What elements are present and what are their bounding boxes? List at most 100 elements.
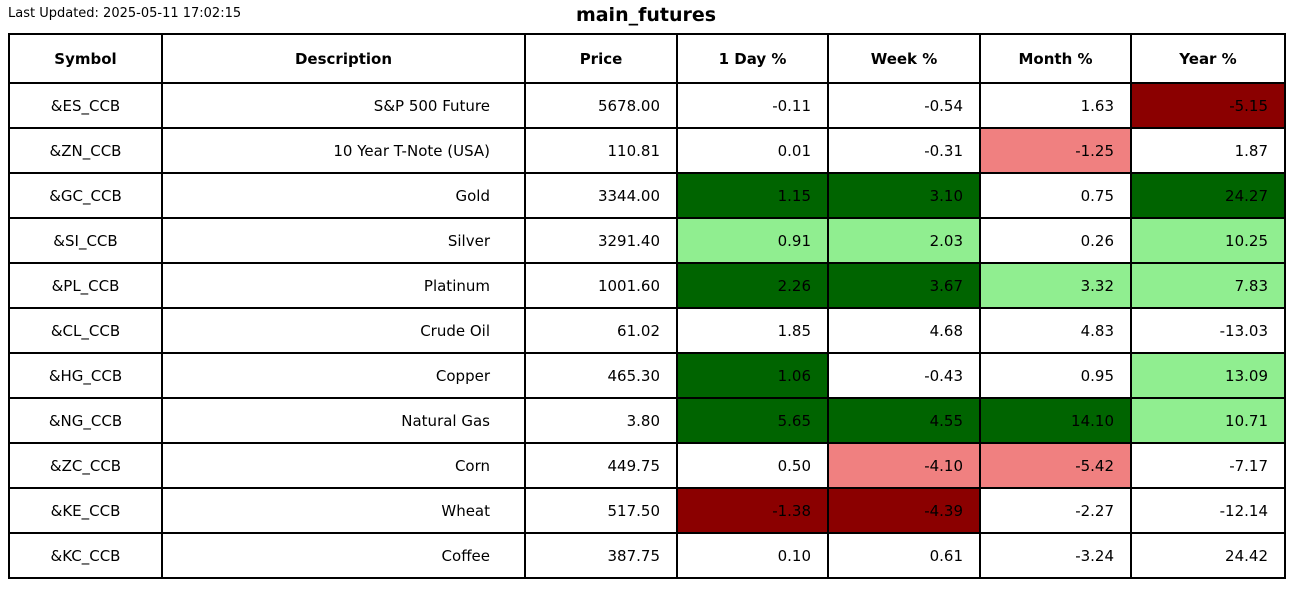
table-row: &ZC_CCB Corn 449.75 0.50 -4.10 -5.42 -7.…: [8, 442, 1286, 489]
price-cell: 110.81: [524, 127, 678, 174]
day-pct-cell: 2.26: [676, 262, 829, 309]
week-pct-cell: 4.68: [827, 307, 981, 354]
week-pct-cell: 2.03: [827, 217, 981, 264]
symbol-cell: &KC_CCB: [8, 532, 163, 579]
symbol-cell: &GC_CCB: [8, 172, 163, 219]
description-cell: Crude Oil: [161, 307, 526, 354]
month-pct-cell: -1.25: [979, 127, 1132, 174]
table-row: &KE_CCB Wheat 517.50 -1.38 -4.39 -2.27 -…: [8, 487, 1286, 534]
table-row: &HG_CCB Copper 465.30 1.06 -0.43 0.95 13…: [8, 352, 1286, 399]
col-header-month-pct: Month %: [979, 33, 1132, 84]
day-pct-cell: -0.11: [676, 82, 829, 129]
price-cell: 517.50: [524, 487, 678, 534]
year-pct-cell: -7.17: [1130, 442, 1286, 489]
year-pct-cell: 24.27: [1130, 172, 1286, 219]
description-cell: Coffee: [161, 532, 526, 579]
price-cell: 465.30: [524, 352, 678, 399]
month-pct-cell: -3.24: [979, 532, 1132, 579]
price-cell: 3.80: [524, 397, 678, 444]
week-pct-cell: -0.31: [827, 127, 981, 174]
price-cell: 5678.00: [524, 82, 678, 129]
description-cell: Wheat: [161, 487, 526, 534]
day-pct-cell: -1.38: [676, 487, 829, 534]
day-pct-cell: 1.15: [676, 172, 829, 219]
description-cell: Silver: [161, 217, 526, 264]
symbol-cell: &HG_CCB: [8, 352, 163, 399]
col-header-week-pct: Week %: [827, 33, 981, 84]
year-pct-cell: 13.09: [1130, 352, 1286, 399]
year-pct-cell: 7.83: [1130, 262, 1286, 309]
symbol-cell: &ES_CCB: [8, 82, 163, 129]
month-pct-cell: 1.63: [979, 82, 1132, 129]
col-header-year-pct: Year %: [1130, 33, 1286, 84]
col-header-price: Price: [524, 33, 678, 84]
page-title: main_futures: [575, 4, 717, 26]
table-row: &ES_CCB S&P 500 Future 5678.00 -0.11 -0.…: [8, 82, 1286, 129]
table-row: &PL_CCB Platinum 1001.60 2.26 3.67 3.32 …: [8, 262, 1286, 309]
month-pct-cell: -2.27: [979, 487, 1132, 534]
table-row: &CL_CCB Crude Oil 61.02 1.85 4.68 4.83 -…: [8, 307, 1286, 354]
last-updated-label: Last Updated: 2025-05-11 17:02:15: [8, 6, 242, 21]
year-pct-cell: -13.03: [1130, 307, 1286, 354]
description-cell: S&P 500 Future: [161, 82, 526, 129]
month-pct-cell: -5.42: [979, 442, 1132, 489]
description-cell: Copper: [161, 352, 526, 399]
symbol-cell: &NG_CCB: [8, 397, 163, 444]
day-pct-cell: 1.06: [676, 352, 829, 399]
month-pct-cell: 0.26: [979, 217, 1132, 264]
week-pct-cell: 4.55: [827, 397, 981, 444]
futures-table: Symbol Description Price 1 Day % Week % …: [8, 33, 1286, 579]
symbol-cell: &PL_CCB: [8, 262, 163, 309]
month-pct-cell: 4.83: [979, 307, 1132, 354]
week-pct-cell: -4.10: [827, 442, 981, 489]
col-header-day-pct: 1 Day %: [676, 33, 829, 84]
table-row: &NG_CCB Natural Gas 3.80 5.65 4.55 14.10…: [8, 397, 1286, 444]
description-cell: Corn: [161, 442, 526, 489]
page-header: Last Updated: 2025-05-11 17:02:15 main_f…: [0, 0, 1292, 33]
symbol-cell: &KE_CCB: [8, 487, 163, 534]
week-pct-cell: 3.67: [827, 262, 981, 309]
table-row: &GC_CCB Gold 3344.00 1.15 3.10 0.75 24.2…: [8, 172, 1286, 219]
year-pct-cell: 10.71: [1130, 397, 1286, 444]
week-pct-cell: -4.39: [827, 487, 981, 534]
year-pct-cell: 10.25: [1130, 217, 1286, 264]
week-pct-cell: -0.54: [827, 82, 981, 129]
price-cell: 1001.60: [524, 262, 678, 309]
description-cell: Platinum: [161, 262, 526, 309]
price-cell: 3291.40: [524, 217, 678, 264]
month-pct-cell: 0.75: [979, 172, 1132, 219]
table-row: &ZN_CCB 10 Year T-Note (USA) 110.81 0.01…: [8, 127, 1286, 174]
symbol-cell: &ZN_CCB: [8, 127, 163, 174]
month-pct-cell: 0.95: [979, 352, 1132, 399]
month-pct-cell: 3.32: [979, 262, 1132, 309]
description-cell: 10 Year T-Note (USA): [161, 127, 526, 174]
week-pct-cell: -0.43: [827, 352, 981, 399]
symbol-cell: &CL_CCB: [8, 307, 163, 354]
symbol-cell: &ZC_CCB: [8, 442, 163, 489]
col-header-symbol: Symbol: [8, 33, 163, 84]
price-cell: 61.02: [524, 307, 678, 354]
week-pct-cell: 3.10: [827, 172, 981, 219]
description-cell: Gold: [161, 172, 526, 219]
price-cell: 3344.00: [524, 172, 678, 219]
col-header-description: Description: [161, 33, 526, 84]
year-pct-cell: -12.14: [1130, 487, 1286, 534]
year-pct-cell: 24.42: [1130, 532, 1286, 579]
week-pct-cell: 0.61: [827, 532, 981, 579]
month-pct-cell: 14.10: [979, 397, 1132, 444]
table-row: &SI_CCB Silver 3291.40 0.91 2.03 0.26 10…: [8, 217, 1286, 264]
day-pct-cell: 0.01: [676, 127, 829, 174]
day-pct-cell: 0.50: [676, 442, 829, 489]
price-cell: 449.75: [524, 442, 678, 489]
header-row: Symbol Description Price 1 Day % Week % …: [8, 33, 1286, 84]
table-row: &KC_CCB Coffee 387.75 0.10 0.61 -3.24 24…: [8, 532, 1286, 579]
year-pct-cell: -5.15: [1130, 82, 1286, 129]
description-cell: Natural Gas: [161, 397, 526, 444]
year-pct-cell: 1.87: [1130, 127, 1286, 174]
day-pct-cell: 5.65: [676, 397, 829, 444]
day-pct-cell: 0.10: [676, 532, 829, 579]
day-pct-cell: 0.91: [676, 217, 829, 264]
symbol-cell: &SI_CCB: [8, 217, 163, 264]
price-cell: 387.75: [524, 532, 678, 579]
day-pct-cell: 1.85: [676, 307, 829, 354]
